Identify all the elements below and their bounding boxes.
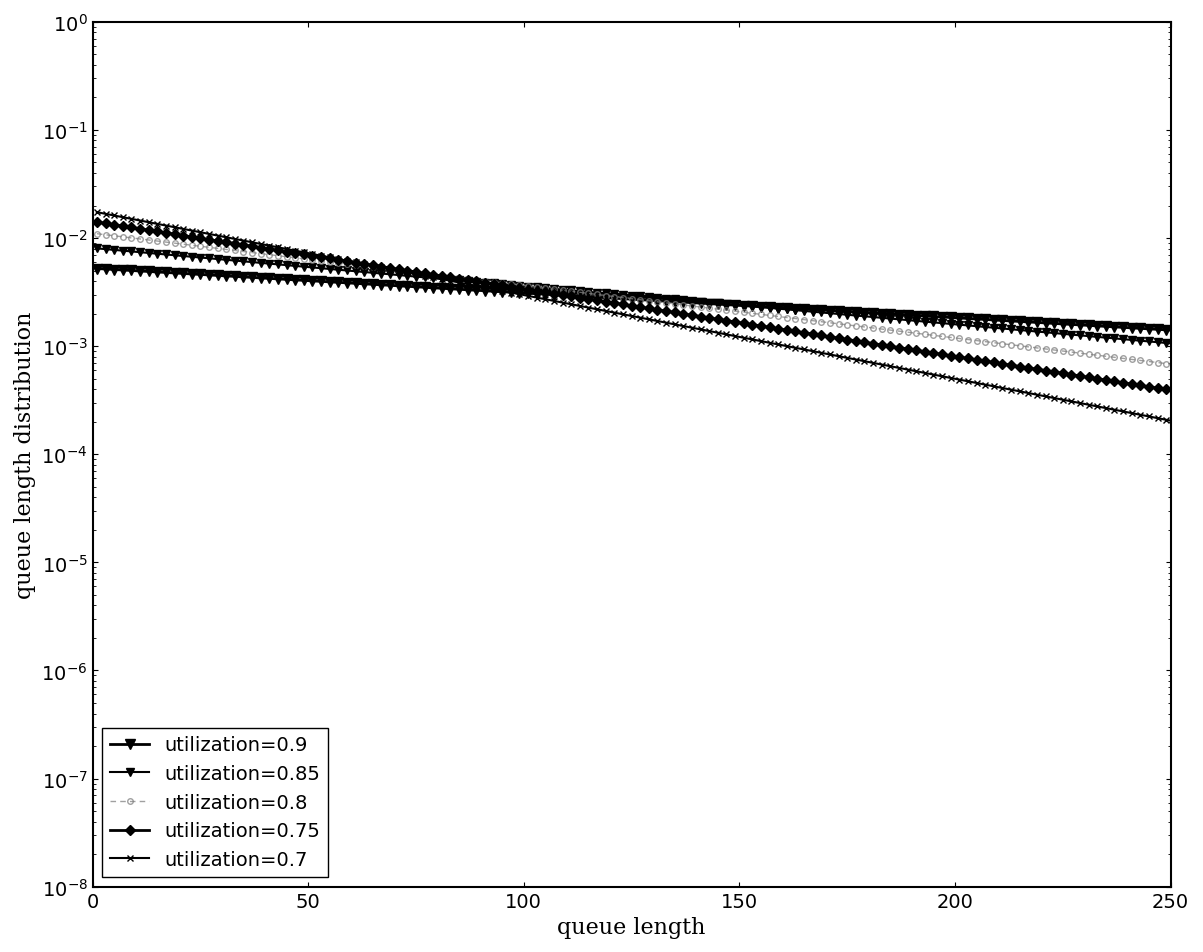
utilization=0.8 bbox=[534, 283, 549, 294]
utilization=0.9 bbox=[831, 306, 846, 317]
utilization=0.75 bbox=[534, 287, 549, 298]
utilization=0.9 bbox=[534, 289, 549, 301]
utilization=0.7 bbox=[831, 351, 846, 363]
Line: utilization=0.85: utilization=0.85 bbox=[93, 245, 1174, 348]
utilization=0.7 bbox=[1120, 407, 1134, 419]
utilization=0.75 bbox=[1120, 378, 1134, 389]
utilization=0.75 bbox=[266, 245, 280, 256]
utilization=0.7 bbox=[711, 327, 725, 339]
utilization=0.7 bbox=[266, 242, 280, 253]
utilization=0.9 bbox=[266, 273, 280, 285]
utilization=0.8 bbox=[266, 250, 280, 262]
utilization=0.8 bbox=[1163, 359, 1178, 370]
utilization=0.8 bbox=[521, 281, 535, 292]
utilization=0.75 bbox=[521, 285, 535, 296]
utilization=0.85 bbox=[831, 309, 846, 321]
Line: utilization=0.8: utilization=0.8 bbox=[94, 231, 1173, 367]
Line: utilization=0.9: utilization=0.9 bbox=[91, 265, 1175, 336]
utilization=0.75 bbox=[90, 217, 105, 228]
utilization=0.85 bbox=[90, 244, 105, 255]
Legend: utilization=0.9, utilization=0.85, utilization=0.8, utilization=0.75, utilizatio: utilization=0.9, utilization=0.85, utili… bbox=[102, 727, 328, 877]
utilization=0.7 bbox=[90, 208, 105, 219]
utilization=0.7 bbox=[1163, 415, 1178, 426]
utilization=0.75 bbox=[711, 314, 725, 326]
utilization=0.75 bbox=[831, 333, 846, 345]
utilization=0.85 bbox=[266, 259, 280, 270]
utilization=0.7 bbox=[521, 291, 535, 303]
utilization=0.85 bbox=[711, 298, 725, 309]
utilization=0.9 bbox=[90, 264, 105, 275]
utilization=0.9 bbox=[1163, 325, 1178, 336]
utilization=0.85 bbox=[1120, 334, 1134, 346]
utilization=0.75 bbox=[1163, 385, 1178, 396]
X-axis label: queue length: queue length bbox=[557, 916, 706, 938]
Y-axis label: queue length distribution: queue length distribution bbox=[14, 311, 36, 598]
utilization=0.7 bbox=[534, 293, 549, 305]
utilization=0.85 bbox=[521, 282, 535, 293]
utilization=0.8 bbox=[831, 319, 846, 330]
utilization=0.9 bbox=[1120, 323, 1134, 334]
Line: utilization=0.75: utilization=0.75 bbox=[94, 219, 1174, 394]
utilization=0.8 bbox=[711, 304, 725, 315]
utilization=0.8 bbox=[90, 228, 105, 240]
utilization=0.9 bbox=[521, 288, 535, 300]
utilization=0.8 bbox=[1120, 354, 1134, 366]
utilization=0.85 bbox=[1163, 338, 1178, 349]
Line: utilization=0.7: utilization=0.7 bbox=[94, 209, 1174, 425]
utilization=0.85 bbox=[534, 283, 549, 294]
utilization=0.9 bbox=[711, 299, 725, 310]
